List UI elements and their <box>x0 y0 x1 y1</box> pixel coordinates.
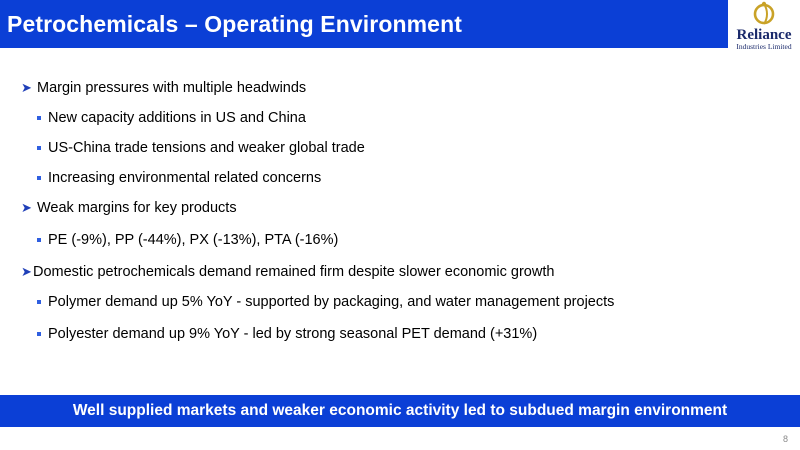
arrow-bullet-icon: ➤ <box>21 80 32 95</box>
sub-bullet-text: US-China trade tensions and weaker globa… <box>48 140 365 156</box>
slide-title: Petrochemicals – Operating Environment <box>7 10 462 37</box>
sub-bullet-item: New capacity additions in US and China <box>37 110 306 126</box>
banner-text: Well supplied markets and weaker economi… <box>72 402 728 419</box>
bullet-item: ➤ Weak margins for key products <box>21 200 237 216</box>
sub-bullet-item: Polyester demand up 9% YoY - led by stro… <box>37 326 537 342</box>
bullet-item: ➤ Margin pressures with multiple headwin… <box>21 80 306 96</box>
square-bullet-icon <box>37 146 41 150</box>
sub-bullet-text: PE (-9%), PP (-44%), PX (-13%), PTA (-16… <box>48 232 339 248</box>
summary-banner: Well supplied markets and weaker economi… <box>0 395 800 427</box>
company-logo: Reliance Industries Limited <box>728 0 800 56</box>
logo-name: Reliance <box>736 27 792 43</box>
bullet-list: ➤ Margin pressures with multiple headwin… <box>21 80 614 342</box>
page-number: 8 <box>782 434 788 444</box>
square-bullet-icon <box>37 300 41 304</box>
bullet-item: ➤ Domestic petrochemicals demand remaine… <box>21 264 554 280</box>
sub-bullet-item: Increasing environmental related concern… <box>37 170 321 186</box>
square-bullet-icon <box>37 116 41 120</box>
sub-bullet-text: Polyester demand up 9% YoY - led by stro… <box>48 326 538 342</box>
reliance-logo-icon <box>753 1 775 25</box>
bullet-text: Weak margins for key products <box>37 200 237 216</box>
sub-bullet-item: PE (-9%), PP (-44%), PX (-13%), PTA (-16… <box>37 232 338 248</box>
sub-bullet-text: Polymer demand up 5% YoY - supported by … <box>48 294 615 310</box>
square-bullet-icon <box>37 238 41 242</box>
title-bar: Petrochemicals – Operating Environment <box>0 0 728 48</box>
bullet-text: Domestic petrochemicals demand remained … <box>33 264 555 280</box>
sub-bullet-item: Polymer demand up 5% YoY - supported by … <box>37 294 614 310</box>
sub-bullet-text: Increasing environmental related concern… <box>48 170 322 186</box>
square-bullet-icon <box>37 332 41 336</box>
bullet-text: Margin pressures with multiple headwinds <box>37 80 307 96</box>
sub-bullet-text: New capacity additions in US and China <box>48 110 306 126</box>
arrow-bullet-icon: ➤ <box>21 264 32 279</box>
sub-bullet-item: US-China trade tensions and weaker globa… <box>37 140 365 156</box>
arrow-bullet-icon: ➤ <box>21 200 32 215</box>
logo-subtitle: Industries Limited <box>736 42 792 51</box>
square-bullet-icon <box>37 176 41 180</box>
